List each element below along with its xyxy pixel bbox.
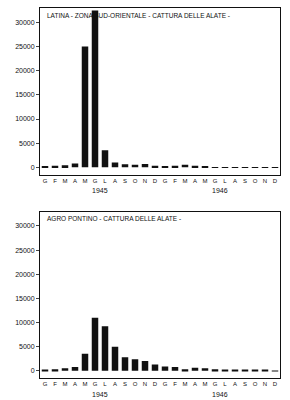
svg-text:A: A [113, 178, 117, 184]
svg-text:L: L [103, 178, 107, 184]
svg-text:0: 0 [31, 367, 35, 374]
svg-text:M: M [83, 381, 88, 387]
svg-text:O: O [253, 178, 258, 184]
svg-text:A: A [193, 381, 197, 387]
svg-text:F: F [53, 178, 57, 184]
svg-text:L: L [223, 381, 227, 387]
svg-text:S: S [123, 178, 127, 184]
svg-text:30000: 30000 [15, 222, 35, 229]
svg-text:G: G [93, 381, 98, 387]
svg-text:25000: 25000 [15, 43, 35, 50]
svg-text:1946: 1946 [212, 391, 228, 398]
svg-text:G: G [93, 178, 98, 184]
svg-text:N: N [143, 381, 147, 387]
svg-text:O: O [133, 381, 138, 387]
svg-text:10000: 10000 [15, 319, 35, 326]
svg-text:G: G [43, 178, 48, 184]
svg-text:5000: 5000 [19, 140, 35, 147]
svg-text:AGRO PONTINO - CATTURA DELLE A: AGRO PONTINO - CATTURA DELLE ALATE - [47, 215, 181, 222]
svg-text:G: G [213, 178, 218, 184]
svg-text:G: G [213, 381, 218, 387]
svg-text:A: A [233, 381, 237, 387]
svg-text:M: M [83, 178, 88, 184]
svg-text:1946: 1946 [212, 187, 228, 194]
svg-text:S: S [123, 381, 127, 387]
svg-text:O: O [133, 178, 138, 184]
svg-text:M: M [183, 381, 188, 387]
svg-text:D: D [273, 381, 278, 387]
svg-text:D: D [273, 178, 278, 184]
svg-text:15000: 15000 [15, 295, 35, 302]
svg-text:25000: 25000 [15, 247, 35, 254]
svg-text:F: F [53, 381, 57, 387]
svg-text:A: A [73, 381, 77, 387]
svg-text:A: A [233, 178, 237, 184]
svg-text:S: S [243, 178, 247, 184]
svg-text:M: M [203, 178, 208, 184]
svg-text:S: S [243, 381, 247, 387]
svg-text:A: A [193, 178, 197, 184]
svg-text:G: G [163, 178, 168, 184]
svg-text:O: O [253, 381, 258, 387]
svg-text:1945: 1945 [92, 391, 108, 398]
svg-text:20000: 20000 [15, 271, 35, 278]
svg-text:D: D [153, 178, 158, 184]
svg-text:F: F [173, 381, 177, 387]
svg-text:5000: 5000 [19, 343, 35, 350]
svg-text:F: F [173, 178, 177, 184]
svg-text:D: D [153, 381, 158, 387]
svg-text:LATINA - ZONA SUD-ORIENTALE -: LATINA - ZONA SUD-ORIENTALE - CATTURA DE… [47, 12, 230, 19]
svg-text:20000: 20000 [15, 67, 35, 74]
svg-text:M: M [203, 381, 208, 387]
svg-text:G: G [163, 381, 168, 387]
svg-text:M: M [63, 178, 68, 184]
svg-text:10000: 10000 [15, 115, 35, 122]
svg-text:M: M [183, 178, 188, 184]
svg-text:15000: 15000 [15, 91, 35, 98]
svg-text:30000: 30000 [15, 19, 35, 26]
svg-text:N: N [143, 178, 147, 184]
svg-text:L: L [103, 381, 107, 387]
svg-text:N: N [263, 381, 267, 387]
svg-text:1945: 1945 [92, 187, 108, 194]
svg-text:0: 0 [31, 164, 35, 171]
svg-text:N: N [263, 178, 267, 184]
svg-text:A: A [73, 178, 77, 184]
svg-text:L: L [223, 178, 227, 184]
svg-text:A: A [113, 381, 117, 387]
svg-text:M: M [63, 381, 68, 387]
svg-text:G: G [43, 381, 48, 387]
